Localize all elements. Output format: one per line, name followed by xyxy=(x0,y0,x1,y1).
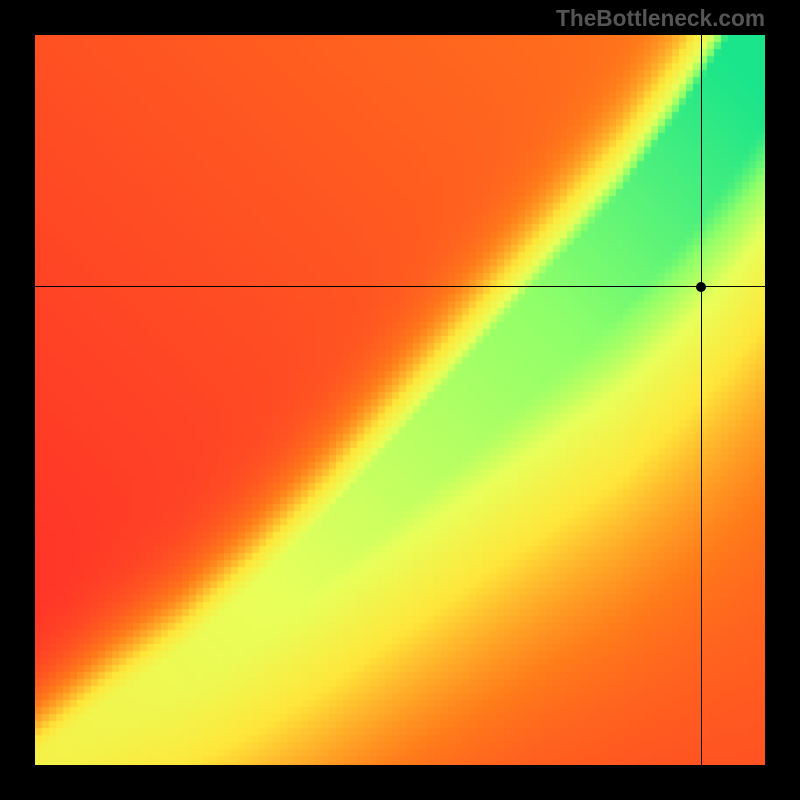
data-point-marker xyxy=(696,282,706,292)
chart-container: TheBottleneck.com xyxy=(0,0,800,800)
watermark-text: TheBottleneck.com xyxy=(556,5,765,32)
crosshair-vertical xyxy=(701,35,702,765)
heatmap-canvas xyxy=(35,35,765,765)
plot-area xyxy=(35,35,765,765)
crosshair-horizontal xyxy=(35,286,765,287)
